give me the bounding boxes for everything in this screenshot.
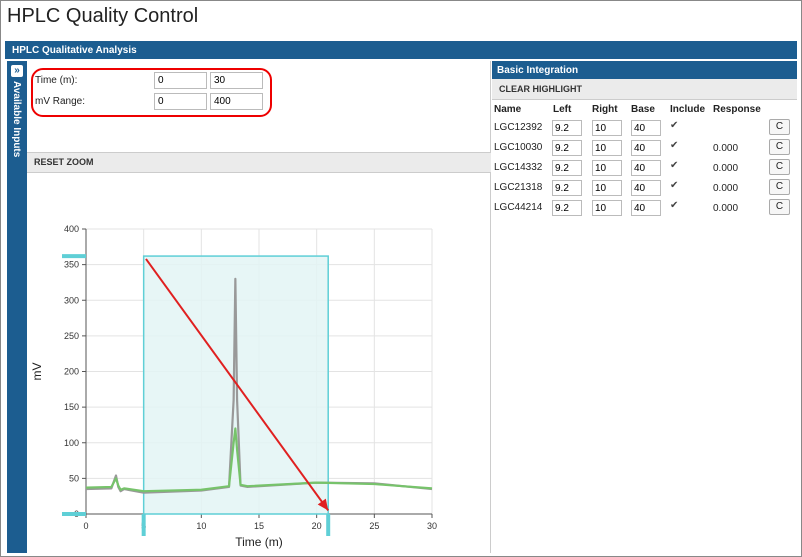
column-header-base: Base	[631, 104, 655, 115]
row-name: LGC14332	[494, 162, 543, 173]
chromatogram-chart[interactable]: 051015202530050100150200250300350400Time…	[27, 174, 497, 554]
column-header-left: Left	[553, 104, 572, 115]
column-header-include: Include	[670, 104, 706, 115]
time-max-input[interactable]	[210, 72, 263, 89]
row-name: LGC10030	[494, 142, 543, 153]
y-tick-label: 100	[64, 438, 79, 448]
row-c-button[interactable]: C	[769, 119, 790, 135]
column-header-response: Response	[713, 104, 761, 115]
x-axis-label: Time (m)	[235, 535, 283, 549]
integration-title: Basic Integration	[492, 61, 797, 79]
time-range-label: Time (m):	[35, 75, 78, 86]
double-chevron-right-icon[interactable]: »	[11, 65, 23, 77]
x-tick-label: 20	[312, 521, 322, 531]
x-tick-label: 15	[254, 521, 264, 531]
time-min-input[interactable]	[154, 72, 207, 89]
row-name: LGC12392	[494, 122, 543, 133]
column-header-name: Name	[494, 104, 522, 115]
row-c-button[interactable]: C	[769, 179, 790, 195]
x-tick-label: 0	[83, 521, 88, 531]
x-tick-label: 10	[196, 521, 206, 531]
row-name: LGC21318	[494, 182, 543, 193]
row-right-input[interactable]	[592, 160, 622, 176]
row-response: 0.000	[713, 183, 739, 194]
x-tick-label: 25	[369, 521, 379, 531]
row-left-input[interactable]	[552, 180, 582, 196]
y-tick-label: 300	[64, 295, 79, 305]
mv-range-label: mV Range:	[35, 96, 86, 107]
column-header-right: Right	[592, 104, 618, 115]
row-response: 0.000	[713, 143, 739, 154]
row-include-checkbox[interactable]: ✔	[670, 140, 679, 151]
row-include-checkbox[interactable]: ✔	[670, 180, 679, 191]
range-highlight	[31, 68, 272, 117]
annotation-arrow-line	[145, 258, 330, 512]
row-c-button[interactable]: C	[769, 199, 790, 215]
row-base-input[interactable]	[631, 200, 661, 216]
y-tick-label: 350	[64, 260, 79, 270]
y-tick-label: 400	[64, 224, 79, 234]
page-title: HPLC Quality Control	[7, 5, 199, 27]
row-c-button[interactable]: C	[769, 159, 790, 175]
y-tick-label: 200	[64, 367, 79, 377]
panel-header: HPLC Qualitative Analysis	[5, 41, 797, 59]
row-base-input[interactable]	[631, 160, 661, 176]
row-right-input[interactable]	[592, 120, 622, 136]
row-include-checkbox[interactable]: ✔	[670, 120, 679, 131]
x-tick-label: 30	[427, 521, 437, 531]
annotation-arrow-head	[317, 498, 329, 511]
mv-max-input[interactable]	[210, 93, 263, 110]
row-left-input[interactable]	[552, 120, 582, 136]
row-right-input[interactable]	[592, 140, 622, 156]
row-base-input[interactable]	[631, 140, 661, 156]
clear-highlight-bar: CLEAR HIGHLIGHT	[492, 79, 797, 100]
row-name: LGC44214	[494, 202, 543, 213]
row-base-input[interactable]	[631, 120, 661, 136]
clear-highlight-button[interactable]: CLEAR HIGHLIGHT	[499, 84, 582, 94]
row-right-input[interactable]	[592, 180, 622, 196]
row-include-checkbox[interactable]: ✔	[670, 160, 679, 171]
row-left-input[interactable]	[552, 140, 582, 156]
chart-panel: Time (m): mV Range:	[27, 61, 491, 553]
row-base-input[interactable]	[631, 180, 661, 196]
row-left-input[interactable]	[552, 200, 582, 216]
reset-zoom-bar: RESET ZOOM	[27, 152, 491, 173]
row-include-checkbox[interactable]: ✔	[670, 200, 679, 211]
side-tab-label: Available Inputs	[11, 81, 22, 158]
row-response: 0.000	[713, 203, 739, 214]
y-tick-label: 150	[64, 402, 79, 412]
series-line	[85, 427, 433, 493]
integration-panel: Basic Integration CLEAR HIGHLIGHT Name L…	[492, 61, 797, 553]
reset-zoom-button[interactable]: RESET ZOOM	[34, 157, 94, 167]
available-inputs-tab[interactable]: » Available Inputs	[7, 61, 27, 553]
y-axis-label: mV	[30, 363, 44, 381]
row-left-input[interactable]	[552, 160, 582, 176]
y-tick-label: 250	[64, 331, 79, 341]
row-response: 0.000	[713, 163, 739, 174]
mv-min-input[interactable]	[154, 93, 207, 110]
row-c-button[interactable]: C	[769, 139, 790, 155]
row-right-input[interactable]	[592, 200, 622, 216]
y-tick-label: 50	[69, 473, 79, 483]
